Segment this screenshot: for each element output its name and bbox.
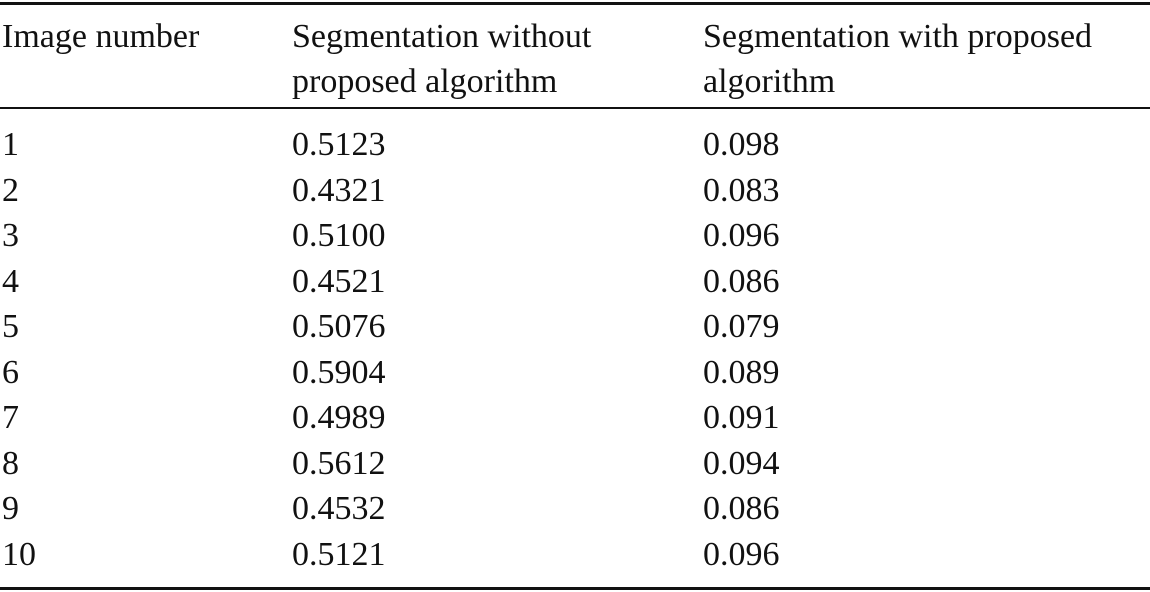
cell-image-number: 4 (2, 262, 19, 300)
header-segmentation-with: Segmentation with proposed algorithm (703, 18, 1093, 100)
table-row: 6 0.5904 0.089 (0, 350, 1150, 396)
cell-image-number: 6 (2, 353, 19, 391)
cell-without-algorithm: 0.5100 (292, 217, 386, 254)
cell-image-number: 3 (2, 217, 19, 254)
cell-without-algorithm: 0.4521 (292, 262, 386, 300)
table-body: 1 0.5123 0.098 2 0.4321 0.083 3 0.5100 0.096 4 0.4… (0, 122, 1150, 577)
table-header: Image number Segmentation without propos… (0, 14, 1150, 104)
cell-with-algorithm: 0.086 (703, 490, 780, 527)
cell-without-algorithm: 0.4989 (292, 399, 386, 436)
cell-without-algorithm: 0.4321 (292, 171, 386, 209)
cell-with-algorithm: 0.096 (703, 535, 780, 573)
cell-without-algorithm: 0.4532 (292, 490, 386, 527)
cell-image-number: 7 (2, 399, 19, 436)
table-header-rule (0, 107, 1150, 109)
cell-image-number: 8 (2, 444, 19, 482)
cell-with-algorithm: 0.094 (703, 444, 780, 482)
table-row: 5 0.5076 0.079 (0, 304, 1150, 350)
cell-with-algorithm: 0.079 (703, 308, 780, 345)
cell-with-algorithm: 0.096 (703, 217, 780, 254)
cell-without-algorithm: 0.5076 (292, 308, 386, 345)
header-segmentation-without: Segmentation without proposed algorithm (292, 18, 592, 100)
cell-with-algorithm: 0.086 (703, 262, 780, 300)
table-row: 10 0.5121 0.096 (0, 532, 1150, 578)
cell-image-number: 10 (2, 535, 36, 573)
cell-without-algorithm: 0.5123 (292, 126, 386, 163)
cell-without-algorithm: 0.5121 (292, 535, 386, 573)
cell-image-number: 2 (2, 171, 19, 209)
table-row: 3 0.5100 0.096 (0, 213, 1150, 259)
cell-with-algorithm: 0.091 (703, 399, 780, 436)
table-row: 4 0.4521 0.086 (0, 259, 1150, 305)
table-row: 1 0.5123 0.098 (0, 122, 1150, 168)
cell-without-algorithm: 0.5904 (292, 353, 386, 391)
cell-with-algorithm: 0.098 (703, 126, 780, 163)
cell-image-number: 5 (2, 308, 19, 345)
table-row: 9 0.4532 0.086 (0, 486, 1150, 532)
cell-image-number: 9 (2, 490, 19, 527)
cell-image-number: 1 (2, 126, 19, 163)
table-top-rule (0, 2, 1150, 5)
table-row: 8 0.5612 0.094 (0, 441, 1150, 487)
cell-with-algorithm: 0.089 (703, 353, 780, 391)
table-row: 2 0.4321 0.083 (0, 168, 1150, 214)
cell-with-algorithm: 0.083 (703, 171, 780, 209)
header-image-number: Image number (2, 18, 200, 55)
table-bottom-rule (0, 587, 1150, 590)
cell-without-algorithm: 0.5612 (292, 444, 386, 482)
table-row: 7 0.4989 0.091 (0, 395, 1150, 441)
